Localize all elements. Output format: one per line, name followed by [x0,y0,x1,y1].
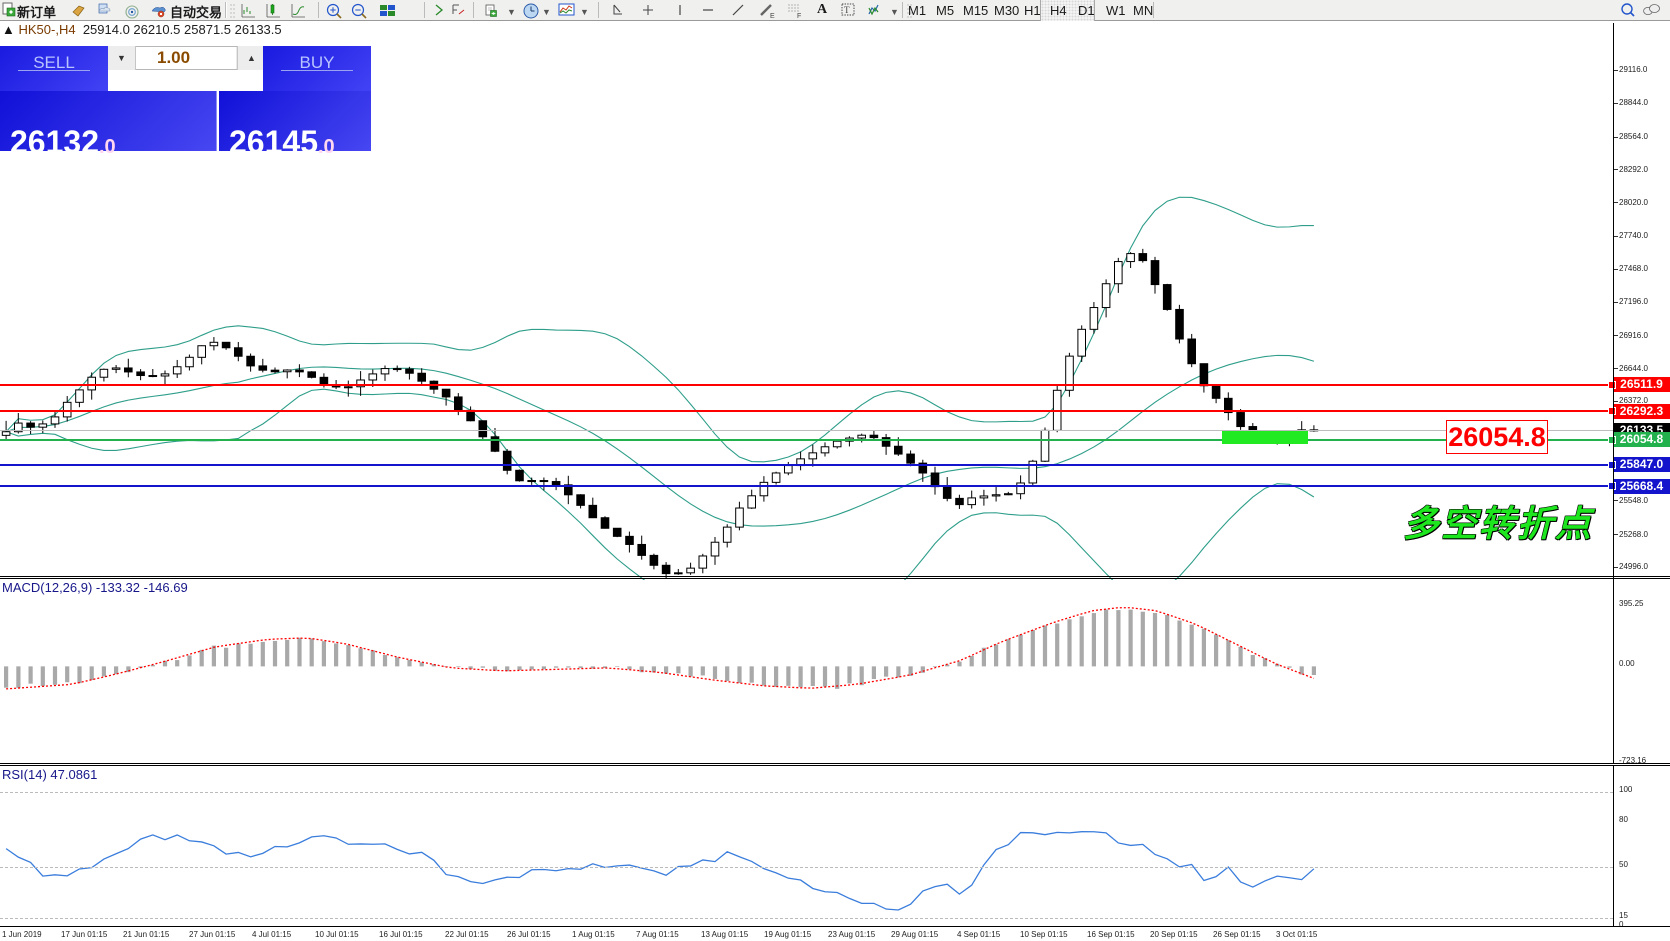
svg-text:T: T [844,5,850,15]
svg-text:E: E [770,13,775,20]
svg-text:F: F [797,13,801,20]
